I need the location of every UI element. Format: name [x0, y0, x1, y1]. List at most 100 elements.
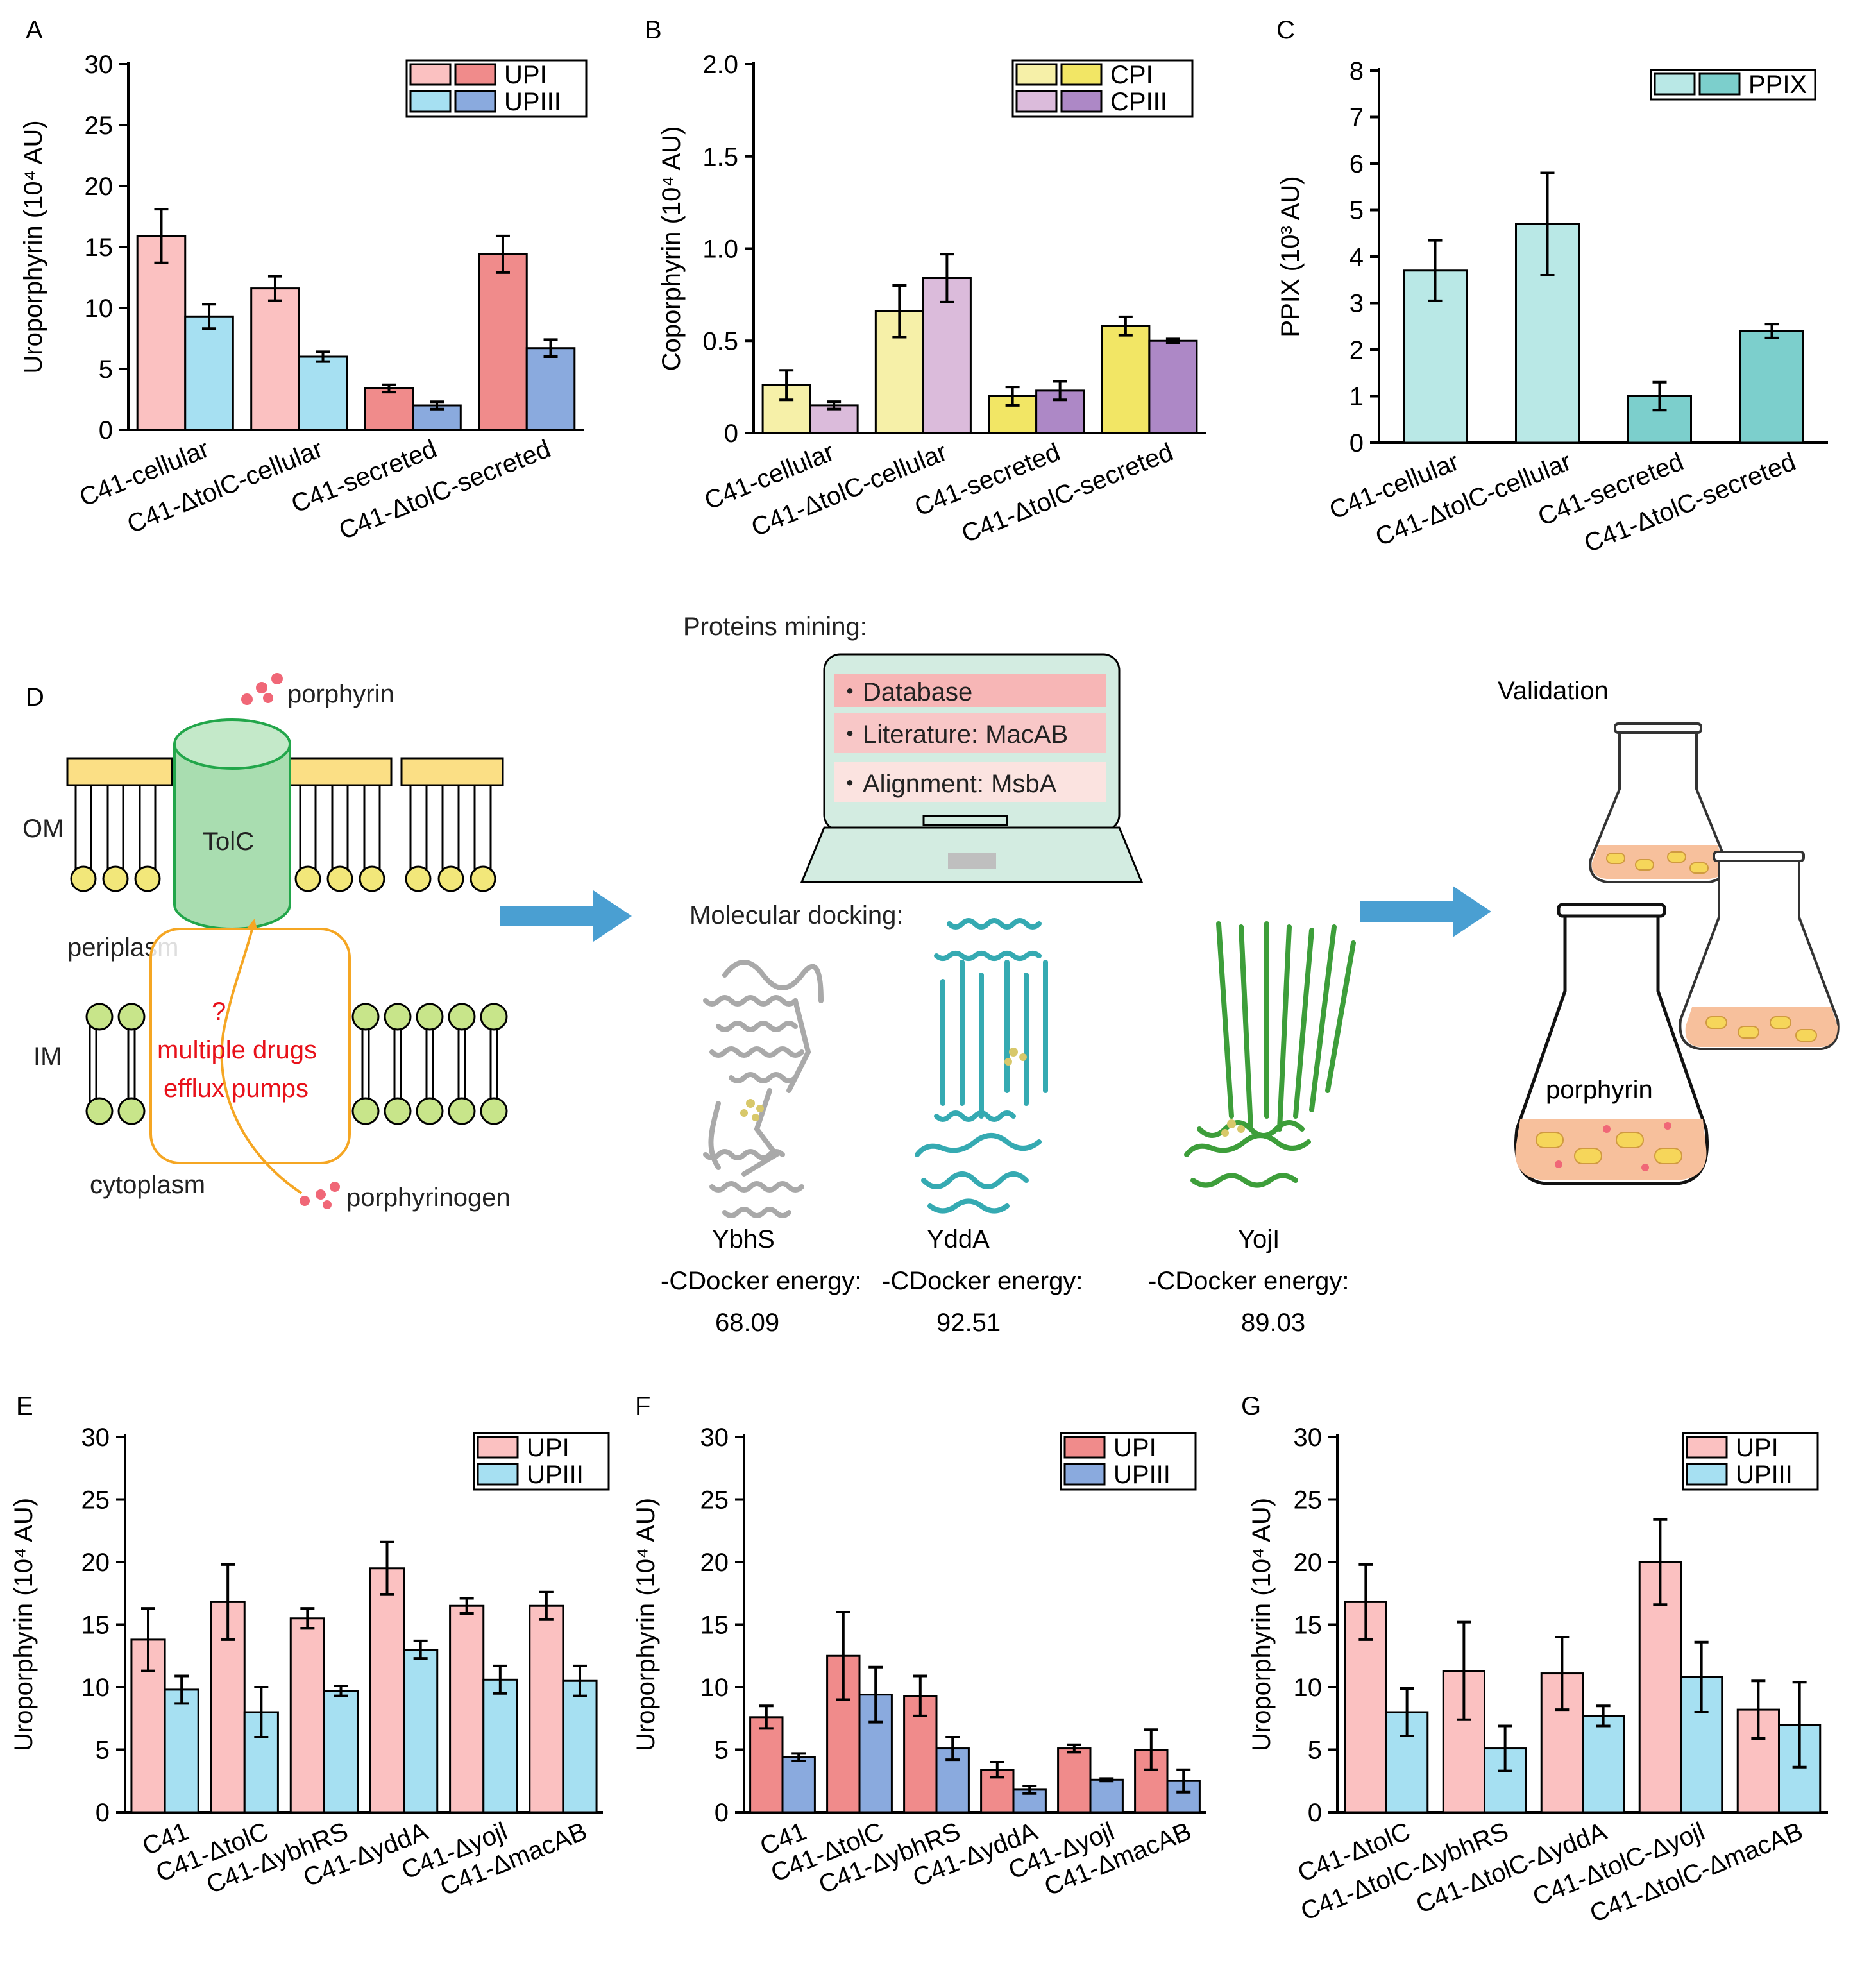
protein-energy-label-yoji: -CDocker energy:	[1148, 1267, 1349, 1295]
chart-g-legend-label: UPIII	[1736, 1461, 1793, 1489]
panel-letter-f: F	[635, 1392, 650, 1420]
chart-b-legend-swatch	[1015, 90, 1058, 113]
chart-e-legend-swatch	[477, 1436, 519, 1459]
flask-porphyrin-label: porphyrin	[1546, 1076, 1653, 1104]
chart-b-ytick-label: 2.0	[702, 51, 738, 79]
chart-f-legend-label: UPI	[1113, 1434, 1156, 1462]
chart-f-bar-upi	[749, 1716, 784, 1814]
chart-e-ytick-label: 5	[96, 1737, 110, 1765]
chart-a-bar-upi	[364, 387, 414, 431]
chart-g-legend-frame	[1682, 1432, 1819, 1491]
inner-membrane	[85, 1003, 508, 1125]
chart-g-ytick-label: 0	[1308, 1799, 1322, 1827]
chart-f-ytick-label: 15	[700, 1611, 729, 1640]
chart-e-ytick-label: 15	[81, 1611, 110, 1640]
chart-e-ytick-label: 10	[81, 1674, 110, 1702]
chart-e-bar-upi	[529, 1604, 564, 1814]
chart-e-bar-upi	[449, 1604, 485, 1814]
chart-c-ylabel: PPIX (10³ AU)	[1276, 176, 1305, 337]
flask-medium	[1679, 851, 1840, 1050]
panel-letter-g: G	[1241, 1392, 1261, 1420]
chart-e-ytick-label: 0	[96, 1799, 110, 1827]
chart-g-ytick-label: 20	[1294, 1549, 1323, 1577]
chart-f-ytick-label: 20	[700, 1549, 729, 1577]
chart-b-legend-frame	[1011, 59, 1194, 118]
chart-e-ylabel: Uroporphyrin (10⁴ AU)	[10, 1498, 38, 1751]
chart-e-bar-upiii	[562, 1679, 598, 1814]
chart-f-ytick-label: 30	[700, 1423, 729, 1452]
chart-e-legend-label: UPIII	[527, 1461, 584, 1489]
chart-e-ytick-label: 20	[81, 1549, 110, 1577]
panel-letter-e: E	[16, 1392, 33, 1420]
pump-label-line1: multiple drugs	[157, 1036, 317, 1064]
chart-b-bar-cpi	[1101, 325, 1151, 434]
chart-a-ytick-label: 0	[99, 416, 113, 445]
chart-c-ytick-label: 5	[1350, 197, 1364, 225]
yoji-ligand	[1221, 1119, 1245, 1137]
chart-f-ytick-label: 5	[715, 1737, 729, 1765]
chart-e-ytick-label: 30	[81, 1423, 110, 1452]
chart-f-legend-label: UPIII	[1113, 1461, 1171, 1489]
chart-g-ylabel: Uroporphyrin (10⁴ AU)	[1248, 1498, 1276, 1751]
chart-e-bar-upiii	[323, 1690, 359, 1814]
chart-e-legend-frame	[473, 1432, 610, 1491]
porphyrin-dots	[241, 673, 283, 705]
panel-letter-d: D	[26, 683, 44, 711]
chart-a-bar-upiii	[184, 315, 234, 431]
mining-item-alignment: ・Alignment: MsbA	[837, 770, 1057, 798]
chart-a-ytick-label: 20	[85, 173, 114, 201]
chart-f-bar-upiii	[1089, 1778, 1124, 1814]
cytoplasm-label: cytoplasm	[90, 1171, 205, 1199]
ydda-ligand	[1004, 1048, 1027, 1066]
chart-g-legend-swatch	[1686, 1463, 1728, 1486]
chart-a-category-label: C41-ΔtolC-cellular	[123, 435, 326, 539]
protein-energy-label-ydda: -CDocker energy:	[882, 1267, 1083, 1295]
chart-g-ytick-label: 5	[1308, 1737, 1322, 1765]
flask-large	[1514, 903, 1709, 1185]
porphyrinogen-label: porphyrinogen	[346, 1184, 511, 1212]
ybhs-structure	[703, 960, 824, 1218]
chart-e-bar-upiii	[482, 1678, 518, 1814]
chart-c-legend-swatch	[1654, 72, 1696, 96]
chart-a-legend-label: UPI	[504, 61, 547, 89]
chart-g-bar-upiii	[1582, 1715, 1625, 1814]
chart-a-bar-upi	[250, 287, 300, 431]
chart-c-legend-swatch	[1698, 72, 1741, 96]
tolc-label: TolC	[203, 828, 254, 856]
chart-a-legend-swatch	[409, 90, 452, 113]
tolc-channel	[173, 718, 291, 930]
chart-a-bar-upiii	[525, 347, 576, 431]
mining-item-database: ・Database	[837, 678, 972, 706]
chart-b-ytick-label: 0.5	[702, 327, 738, 355]
mining-item-literature: ・Literature: MacAB	[837, 720, 1068, 749]
yoji-structure	[1184, 921, 1356, 1188]
docking-title: Molecular docking:	[690, 901, 904, 930]
chart-a-ytick-label: 25	[85, 112, 114, 140]
porphyrin-transport-arrow	[220, 919, 303, 1194]
chart-b-legend-swatch	[1015, 63, 1058, 86]
om-label: OM	[22, 815, 63, 843]
validation-title: Validation	[1498, 677, 1609, 705]
panel-letter-c: C	[1276, 16, 1295, 44]
flow-arrow-2	[1360, 886, 1491, 937]
chart-b-legend-swatch	[1060, 63, 1103, 86]
chart-f-ytick-label: 25	[700, 1486, 729, 1515]
chart-a-legend-label: UPIII	[504, 88, 561, 116]
chart-c-ytick-label: 7	[1350, 104, 1364, 132]
chart-e-legend-swatch	[477, 1463, 519, 1486]
protein-energy-ybhs: 68.09	[715, 1309, 779, 1337]
chart-b-ytick-label: 1.0	[702, 235, 738, 264]
pump-label-line2: efflux pumps	[164, 1075, 309, 1103]
chart-e-ytick-label: 25	[81, 1486, 110, 1515]
panel-letter-b: B	[645, 16, 662, 44]
chart-g-legend-label: UPI	[1736, 1434, 1779, 1462]
chart-c-ytick-label: 8	[1350, 57, 1364, 85]
chart-c-ytick-label: 6	[1350, 150, 1364, 178]
